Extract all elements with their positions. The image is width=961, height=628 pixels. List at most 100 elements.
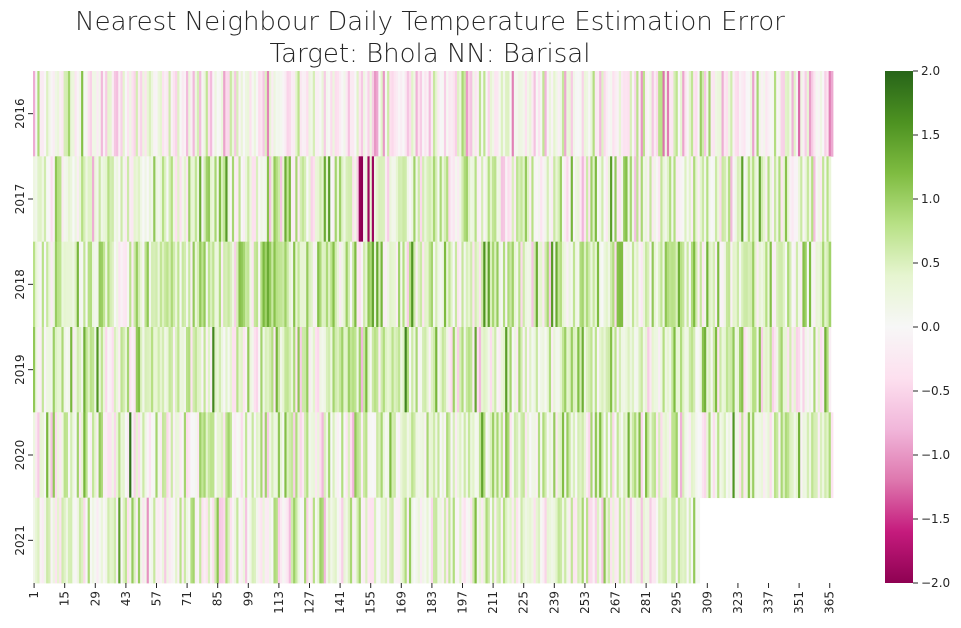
heatmap-cell [35,327,38,413]
x-tick-label: 351 [792,591,806,614]
heatmap-cell [507,241,510,328]
heatmap-cell [457,497,460,584]
heatmap-cell [419,156,423,243]
heatmap-cell [343,497,346,584]
heatmap-cell [107,71,110,157]
heatmap-cell [682,412,685,499]
heatmap-cell [572,497,576,584]
heatmap-cell [815,156,819,243]
heatmap-cell [767,327,771,413]
heatmap-cell [679,497,683,584]
heatmap-cell [196,241,200,328]
heatmap-cell [708,71,711,157]
heatmap-cell [507,327,510,413]
heatmap-cell [441,327,445,413]
heatmap-cell [260,497,263,584]
heatmap-cell [459,71,462,157]
heatmap-cell [511,412,515,499]
heatmap-cell [433,241,436,328]
heatmap-cell [389,71,392,157]
heatmap-cell [559,71,563,157]
heatmap-cell [614,497,618,584]
heatmap-cell [610,327,613,413]
heatmap-cell [627,412,631,499]
heatmap-cell [65,156,69,243]
heatmap-cell [811,156,814,243]
heatmap-cell [553,497,556,584]
heatmap-cell [234,156,237,243]
heatmap-cell [153,156,156,243]
heatmap-cell [446,497,449,584]
heatmap-cell [450,497,454,584]
heatmap-cell [166,327,169,413]
heatmap-cell [402,71,405,157]
heatmap-cell [48,71,51,157]
heatmap-cell [607,327,611,413]
heatmap-cell [288,241,292,328]
heatmap-cell [218,71,222,157]
heatmap-cell [266,497,270,584]
heatmap-cell [356,241,360,328]
heatmap-cell [472,412,475,499]
heatmap-cell [679,412,683,499]
heatmap-cell [308,71,311,157]
heatmap-cell [745,327,749,413]
heatmap-cell [288,156,292,243]
heatmap-cell [332,156,336,243]
heatmap-cell [612,327,615,413]
heatmap-cell [592,497,596,584]
heatmap-cell [186,241,189,328]
heatmap-cell [789,412,792,499]
heatmap-cell [144,327,148,413]
heatmap-cell [564,71,567,157]
heatmap-cell [240,241,244,328]
heatmap-cell [297,156,301,243]
heatmap-cell [245,156,248,243]
heatmap-cell [124,497,128,584]
heatmap-cell [500,156,504,243]
heatmap-cell [126,241,130,328]
heatmap-cell [474,241,478,328]
heatmap-cell [561,327,565,413]
heatmap-cell [376,497,379,584]
heatmap-cell [48,156,51,243]
heatmap-cell [686,497,690,584]
heatmap-cell [120,241,124,328]
heatmap-cell [629,156,633,243]
heatmap-cell [623,241,626,328]
heatmap-cell [46,412,49,499]
heatmap-cell [642,71,646,157]
heatmap-cell [400,71,403,157]
heatmap-cell [472,241,475,328]
heatmap-cell [636,71,639,157]
heatmap-cell [349,412,353,499]
heatmap-cell [435,71,438,157]
heatmap-cell [48,327,51,413]
heatmap-cell [330,71,333,157]
heatmap-cell [151,156,154,243]
heatmap-cell [795,327,799,413]
heatmap-cell [247,412,250,499]
heatmap-cell [286,497,290,584]
heatmap-cell [631,412,635,499]
heatmap-cell [710,241,714,328]
heatmap-cell [422,71,425,157]
heatmap-cell [754,327,757,413]
heatmap-cell [317,327,320,413]
heatmap-cell [682,241,685,328]
heatmap-cell [778,412,781,499]
heatmap-cell [706,71,709,157]
heatmap-cell [566,412,569,499]
heatmap-cell [470,241,473,328]
heatmap-cell [546,156,550,243]
heatmap-cell [494,327,497,413]
heatmap-cell [535,327,539,413]
heatmap-cell [282,241,285,328]
heatmap-cell [605,327,609,413]
heatmap-cell [817,412,821,499]
heatmap-cell [542,327,545,413]
heatmap-cell [164,497,167,584]
heatmap-cell [736,156,740,243]
heatmap-cell [636,327,639,413]
heatmap-cell [459,156,462,243]
